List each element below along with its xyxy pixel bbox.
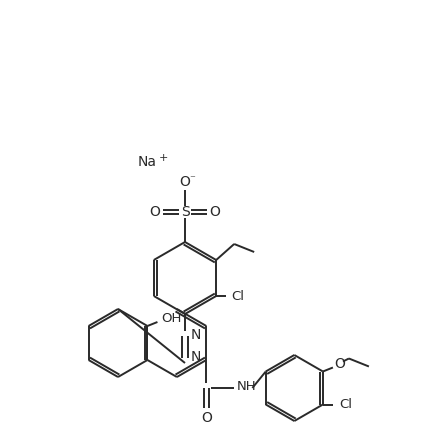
Text: Cl: Cl (339, 398, 352, 411)
Text: O: O (335, 357, 345, 371)
Text: ⁻: ⁻ (189, 174, 195, 184)
Text: +: + (158, 153, 168, 163)
Text: N: N (191, 350, 201, 364)
Text: NH: NH (236, 379, 256, 392)
Text: O: O (210, 205, 220, 219)
Text: OH: OH (161, 312, 181, 325)
Text: O: O (201, 411, 212, 425)
Text: N: N (191, 328, 201, 342)
Text: Cl: Cl (232, 290, 245, 303)
Text: O: O (149, 205, 160, 219)
Text: S: S (181, 205, 189, 219)
Text: Na: Na (138, 155, 157, 169)
Text: O: O (180, 175, 190, 189)
